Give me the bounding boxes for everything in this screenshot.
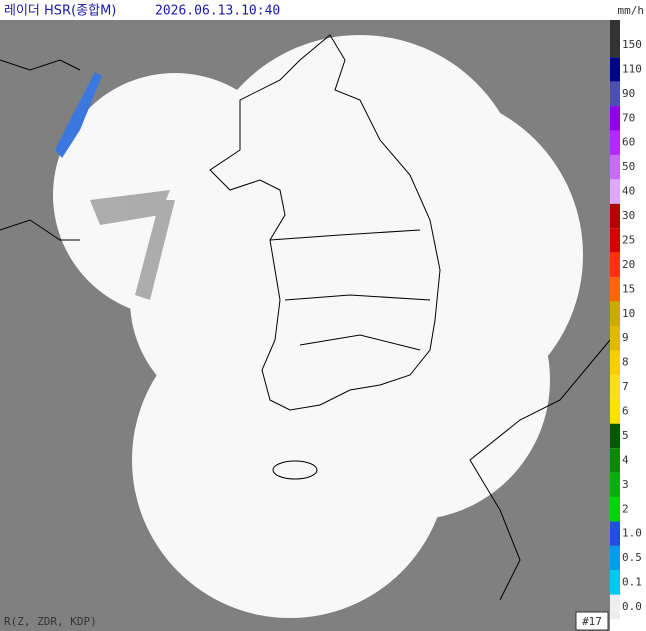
- legend-swatch: [610, 497, 620, 522]
- legend-swatch: [610, 277, 620, 302]
- legend-swatch: [610, 448, 620, 473]
- legend-label: 6: [622, 405, 629, 418]
- site-count-box: [575, 611, 609, 631]
- legend-label: 2: [622, 502, 629, 515]
- legend-swatch: [610, 350, 620, 375]
- legend-label: 10: [622, 307, 635, 320]
- legend-label: 7: [622, 380, 629, 393]
- legend: 150 110 90 70 60 50 40 30 25 20 15 10 9 8 7 6 5 4 3 2 1.0 0.5…: [610, 20, 642, 620]
- legend-swatch: [610, 399, 620, 424]
- title: 레이더 HSR(종합M): [4, 4, 116, 19]
- legend-swatch: [610, 545, 620, 571]
- unit: mm/h: [618, 4, 645, 17]
- legend-swatch: [610, 203, 620, 229]
- legend-label: 110: [622, 62, 642, 75]
- legend-label: 40: [622, 185, 635, 198]
- legend-label: 5: [622, 429, 629, 442]
- legend-swatch: [610, 570, 620, 595]
- legend-label: 9: [622, 331, 629, 344]
- legend-swatch: [610, 32, 620, 58]
- legend-swatch: [610, 301, 620, 326]
- legend-label: 1.0: [622, 527, 642, 540]
- legend-swatch: [610, 472, 620, 498]
- legend-label: 150: [622, 38, 642, 51]
- legend-label: 60: [622, 136, 635, 149]
- legend-label: 25: [622, 233, 635, 246]
- timestamp: 2026.06.13.10:40: [155, 4, 280, 19]
- legend-swatch: [610, 374, 620, 400]
- legend-swatch: [610, 154, 620, 180]
- legend-label: 90: [622, 87, 635, 100]
- legend-swatch: [610, 326, 620, 351]
- legend-label: 0.1: [622, 576, 642, 589]
- method-label: R(Z, ZDR, KDP): [4, 615, 97, 628]
- legend-swatch: [610, 594, 620, 620]
- legend-swatch: [610, 57, 620, 82]
- legend-label: 3: [622, 478, 629, 491]
- legend-label: 50: [622, 160, 635, 173]
- legend-label: 4: [622, 453, 629, 466]
- legend-label: 30: [622, 209, 635, 222]
- legend-swatch: [610, 106, 620, 131]
- legend-label: 70: [622, 111, 635, 124]
- legend-swatch: [610, 252, 620, 278]
- legend-swatch: [610, 179, 620, 204]
- legend-label: 15: [622, 282, 635, 295]
- site-count: #17: [582, 615, 602, 628]
- legend-swatch: [610, 81, 620, 107]
- legend-label: 0.5: [622, 551, 642, 564]
- legend-swatch: [610, 130, 620, 155]
- legend-label: 8: [622, 356, 629, 369]
- legend-label: 20: [622, 258, 635, 271]
- legend-label: 0.0: [622, 600, 642, 613]
- legend-swatch: [610, 521, 620, 546]
- legend-swatch: [610, 228, 620, 253]
- legend-swatch: [610, 423, 620, 449]
- map: [0, 20, 611, 631]
